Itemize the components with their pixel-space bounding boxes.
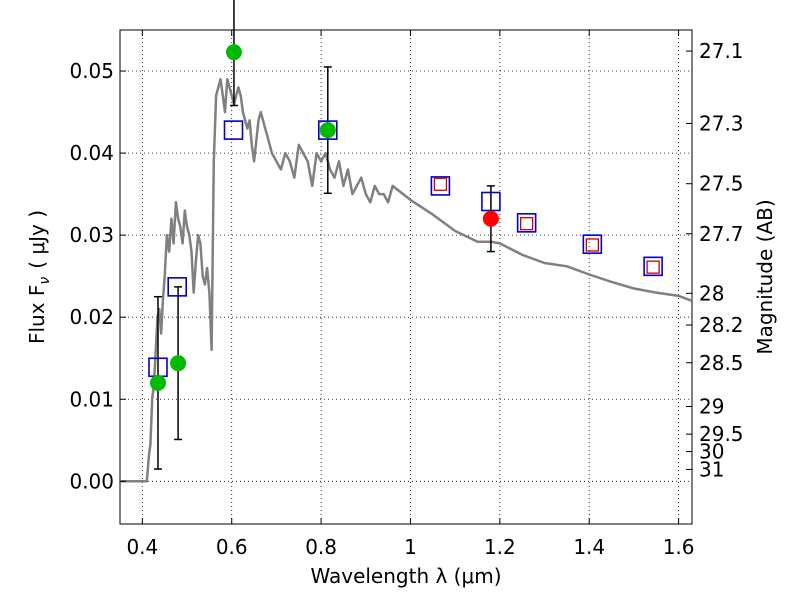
model-bandpass-square bbox=[317, 120, 338, 140]
y-axis-label-text: Flux F bbox=[25, 285, 49, 344]
y-tick-label: 0.00 bbox=[69, 469, 114, 493]
model-bandpass-square bbox=[516, 213, 537, 233]
labels-layer: 0.4 0.6 0.8 1 1.2 1.4 1.6 0.00 0.01 0.02 0.03 0.04 0… bbox=[69, 39, 743, 559]
y-axis-label-subscript: ν bbox=[37, 277, 53, 285]
x-tick-label: 0.8 bbox=[305, 535, 337, 559]
model-bandpass-square bbox=[582, 234, 603, 254]
mag-tick-label: 27.5 bbox=[699, 172, 744, 196]
points-layer bbox=[148, 44, 663, 391]
y-tick-label: 0.01 bbox=[69, 387, 114, 411]
mag-tick-label: 29.5 bbox=[699, 422, 744, 446]
observed-point bbox=[319, 122, 336, 139]
model-bandpass-square bbox=[643, 256, 663, 277]
mag-tick-label: 31 bbox=[699, 457, 724, 481]
mag-tick-label: 29 bbox=[699, 394, 724, 418]
mag-tick-label: 27.7 bbox=[699, 222, 744, 246]
red-detection-point bbox=[482, 210, 499, 227]
mag-tick-label: 28.2 bbox=[699, 313, 744, 337]
x-axis-label: Wavelength λ (μm) bbox=[310, 564, 501, 588]
model-spectrum-layer bbox=[120, 77, 693, 483]
observed-point bbox=[149, 374, 166, 391]
model-bandpass-square bbox=[430, 176, 451, 196]
red-open-square bbox=[646, 260, 660, 274]
x-tick-label: 1.2 bbox=[484, 535, 516, 559]
x-tick-label: 1.6 bbox=[663, 535, 695, 559]
mag-tick-label: 30 bbox=[699, 440, 724, 464]
mag-tick-label: 27.1 bbox=[699, 39, 744, 63]
y-axis-label-unit: ( μJy ) bbox=[25, 210, 49, 269]
red-open-square bbox=[585, 238, 599, 252]
red-open-square bbox=[520, 217, 534, 231]
model-bandpass-square bbox=[481, 191, 501, 212]
y-tick-label: 0.03 bbox=[69, 223, 114, 247]
observed-point bbox=[170, 355, 187, 372]
observed-point bbox=[225, 44, 242, 61]
x-tick-label: 1.4 bbox=[573, 535, 605, 559]
mag-tick-label: 28.5 bbox=[699, 351, 744, 375]
x-tick-label: 0.6 bbox=[216, 535, 248, 559]
y-tick-label: 0.02 bbox=[69, 305, 114, 329]
model-spectrum-line bbox=[120, 77, 693, 483]
y-tick-label: 0.04 bbox=[69, 141, 114, 165]
ticks-layer bbox=[120, 30, 692, 524]
x-tick-label: 1 bbox=[404, 535, 417, 559]
red-open-square bbox=[433, 177, 448, 191]
model-bandpass-square bbox=[223, 120, 244, 140]
model-bandpass-square bbox=[167, 277, 187, 297]
mag-tick-label: 27.3 bbox=[699, 111, 744, 135]
y-tick-label: 0.05 bbox=[69, 59, 114, 83]
y-axis-label: Flux Fν ( μJy ) bbox=[25, 210, 53, 344]
y2-axis-label: Magnitude (AB) bbox=[753, 199, 777, 354]
x-tick-label: 0.4 bbox=[126, 535, 158, 559]
mag-tick-label: 28 bbox=[699, 281, 724, 305]
